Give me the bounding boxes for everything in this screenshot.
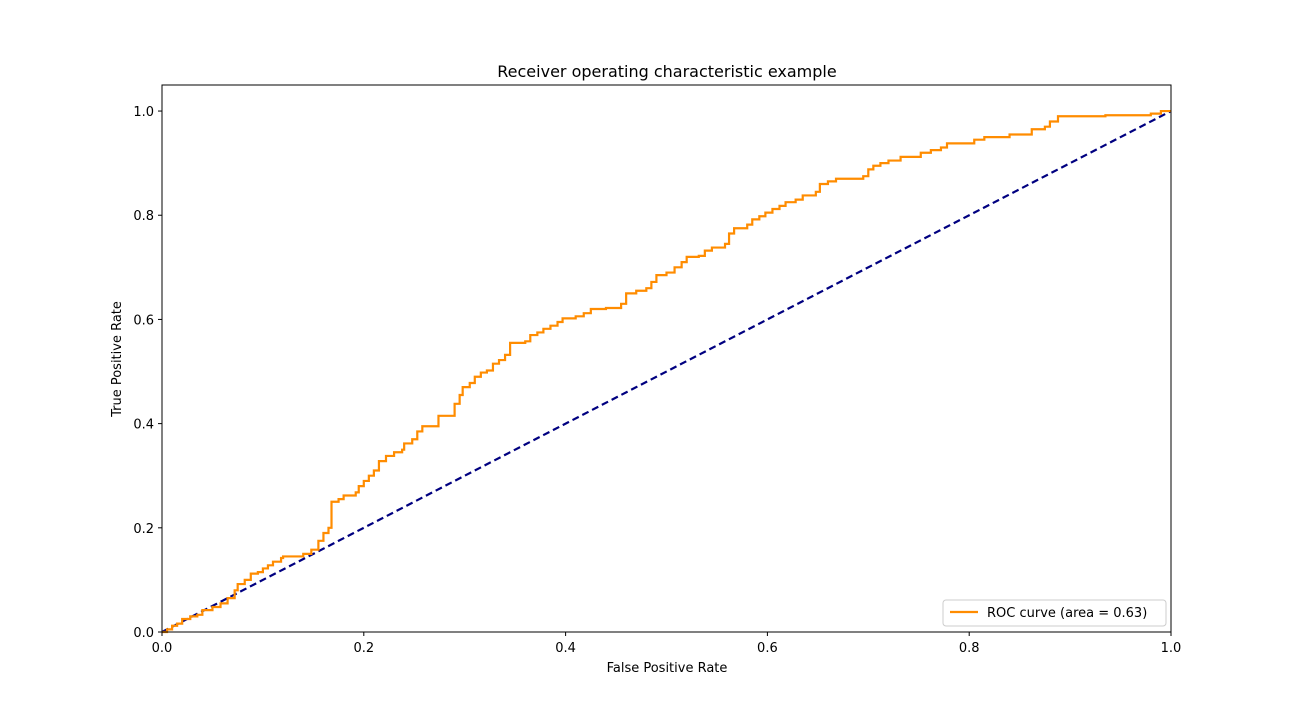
y-tick-label: 1.0 [133, 105, 154, 120]
roc-curve-line [162, 109, 1171, 634]
axis-ticks: 0.0 0.2 0.4 0.6 0.8 1.0 0.0 0.2 0.4 0.6 0.8 1.0 [133, 105, 1181, 656]
axes-frame [161, 84, 1172, 633]
y-tick-label: 0.6 [133, 313, 154, 328]
plot-area [161, 109, 1172, 634]
x-tick-label: 0.6 [757, 641, 778, 656]
legend-entry-roc: ROC curve (area = 0.63) [987, 606, 1147, 621]
x-tick-label: 0.4 [555, 641, 576, 656]
y-tick-label: 0.0 [133, 626, 154, 641]
chart-title: Receiver operating characteristic exampl… [497, 62, 836, 81]
x-tick-label: 0.2 [353, 641, 374, 656]
y-tick-label: 0.4 [133, 418, 154, 433]
y-tick-label: 0.8 [133, 209, 154, 224]
x-tick-label: 0.8 [959, 641, 980, 656]
x-axis-label: False Positive Rate [607, 661, 728, 676]
y-axis-label: True Positive Rate [110, 301, 125, 418]
legend-box [942, 599, 1167, 627]
y-tick-label: 0.2 [133, 522, 154, 537]
chance-diagonal-line [161, 110, 1172, 633]
x-tick-label: 1.0 [1161, 641, 1182, 656]
x-tick-label: 0.0 [152, 641, 173, 656]
legend: ROC curve (area = 0.63) [942, 599, 1167, 627]
